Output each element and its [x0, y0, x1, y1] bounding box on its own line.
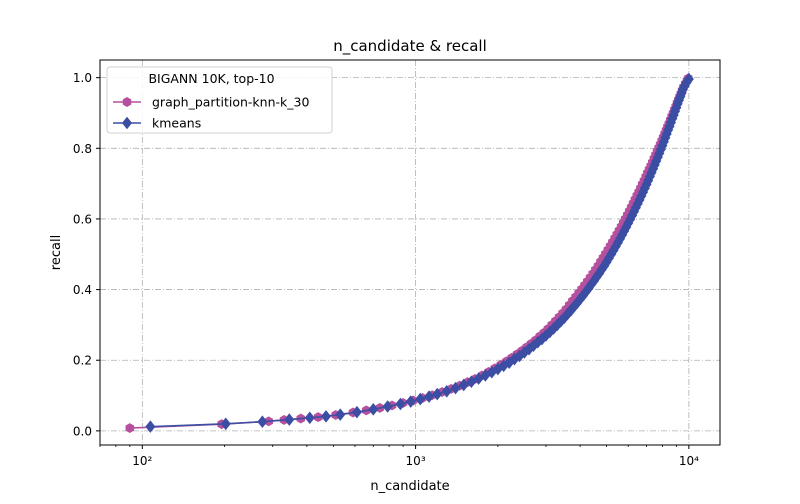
data-point — [257, 415, 268, 428]
data-point — [458, 378, 469, 392]
data-point — [405, 395, 416, 408]
legend-swatch-marker — [122, 97, 132, 107]
data-point — [466, 375, 477, 389]
data-point — [125, 423, 135, 433]
data-point — [284, 413, 295, 426]
data-point — [368, 403, 379, 416]
legend-title: BIGANN 10K, top-10 — [148, 71, 274, 86]
data-point — [395, 397, 406, 411]
data-point — [450, 381, 461, 395]
data-point — [304, 411, 315, 425]
data-point — [220, 417, 231, 431]
data-point — [145, 420, 156, 433]
axes: 0.0 0.2 0.4 0.6 0.8 1.0 10² 10³ 10⁴ — [73, 71, 699, 468]
y-axis-label: recall — [49, 235, 64, 270]
y-tick-label: 0.0 — [73, 424, 92, 438]
x-axis-label: n_candidate — [370, 479, 449, 494]
legend-box — [106, 66, 333, 134]
data-point — [683, 72, 694, 86]
data-point — [415, 392, 426, 406]
series-kmeans — [145, 72, 694, 433]
y-tick-label: 1.0 — [73, 71, 92, 85]
data-point — [351, 405, 362, 419]
legend-swatch-marker — [121, 116, 133, 130]
x-tick-label: 10⁴ — [679, 454, 699, 468]
x-tick-label: 10² — [132, 454, 152, 468]
data-point — [424, 390, 435, 403]
data-point — [441, 385, 452, 398]
chart-title: n_candidate & recall — [333, 37, 487, 56]
y-tick-label: 0.2 — [73, 354, 92, 368]
plot-frame — [99, 59, 721, 446]
x-tick-label: 10³ — [406, 454, 426, 468]
y-tick-label: 0.8 — [73, 142, 92, 156]
y-tick-label: 0.4 — [73, 283, 92, 297]
data-point — [382, 400, 393, 413]
legend-label: graph_partition-knn-k_30 — [152, 95, 309, 110]
y-tick-label: 0.6 — [73, 212, 92, 226]
legend-label: kmeans — [152, 116, 201, 131]
data-point — [320, 410, 332, 423]
data-point — [335, 408, 346, 421]
series-layer — [125, 72, 694, 433]
data-point — [432, 387, 443, 401]
legend: BIGANN 10K, top-10 graph_partition-knn-k_… — [106, 66, 333, 134]
